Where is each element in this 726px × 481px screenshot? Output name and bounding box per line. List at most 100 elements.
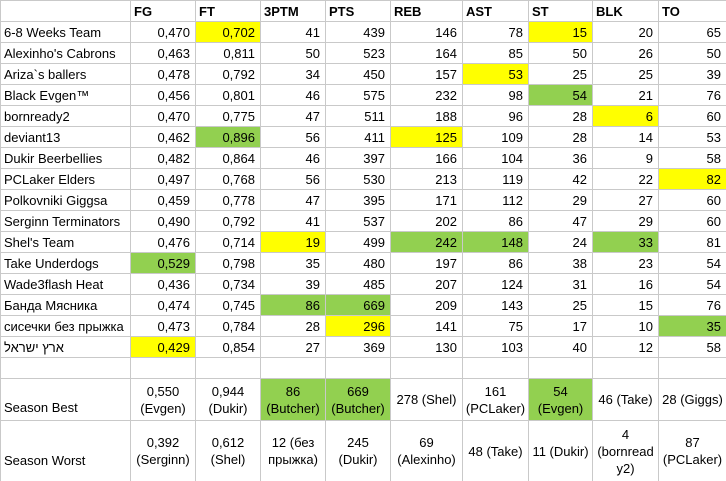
stat-cell[interactable]: 523	[325, 42, 391, 64]
stat-cell[interactable]: 450	[325, 63, 391, 85]
stat-cell[interactable]: 34	[260, 63, 326, 85]
stat-cell[interactable]: 85	[462, 42, 529, 64]
stat-cell[interactable]: 0,768	[195, 168, 261, 190]
stat-cell[interactable]: 47	[260, 189, 326, 211]
empty-cell[interactable]	[325, 357, 391, 379]
stat-cell[interactable]: 575	[325, 84, 391, 106]
stat-cell[interactable]: 0,470	[130, 21, 196, 43]
stat-cell[interactable]: 40	[528, 336, 593, 358]
empty-cell[interactable]	[528, 357, 593, 379]
stat-cell[interactable]: 0,702	[195, 21, 261, 43]
stat-cell[interactable]: 22	[592, 168, 659, 190]
stat-cell[interactable]: 0,478	[130, 63, 196, 85]
team-name-cell[interactable]: PCLaker Elders	[0, 168, 131, 190]
stat-cell[interactable]: 0,474	[130, 294, 196, 316]
season-worst-cell[interactable]: 87 (PCLaker)	[658, 420, 726, 481]
stat-cell[interactable]: 439	[325, 21, 391, 43]
stat-cell[interactable]: 46	[260, 147, 326, 169]
season-worst-cell[interactable]: 12 (без прыжка)	[260, 420, 326, 481]
stat-cell[interactable]: 33	[592, 231, 659, 253]
team-name-cell[interactable]: Serginn Terminators	[0, 210, 131, 232]
stat-cell[interactable]: 25	[528, 294, 593, 316]
stat-cell[interactable]: 20	[592, 21, 659, 43]
stat-cell[interactable]: 82	[658, 168, 726, 190]
stat-cell[interactable]: 56	[260, 126, 326, 148]
team-name-cell[interactable]: сисечки без прыжка	[0, 315, 131, 337]
stat-cell[interactable]: 0,745	[195, 294, 261, 316]
empty-cell[interactable]	[592, 357, 659, 379]
stat-cell[interactable]: 0,798	[195, 252, 261, 274]
stat-cell[interactable]: 296	[325, 315, 391, 337]
stat-cell[interactable]: 28	[528, 105, 593, 127]
header-cell-3ptm[interactable]: 3PTM	[260, 0, 326, 22]
stat-cell[interactable]: 29	[528, 189, 593, 211]
stat-cell[interactable]: 86	[462, 252, 529, 274]
stat-cell[interactable]: 188	[390, 105, 463, 127]
stat-cell[interactable]: 395	[325, 189, 391, 211]
stat-cell[interactable]: 12	[592, 336, 659, 358]
stat-cell[interactable]: 36	[528, 147, 593, 169]
stat-cell[interactable]: 397	[325, 147, 391, 169]
team-name-cell[interactable]: Take Underdogs	[0, 252, 131, 274]
empty-cell[interactable]	[0, 357, 131, 379]
header-cell-blk[interactable]: BLK	[592, 0, 659, 22]
stat-cell[interactable]: 171	[390, 189, 463, 211]
stat-cell[interactable]: 166	[390, 147, 463, 169]
header-cell-pts[interactable]: PTS	[325, 0, 391, 22]
stat-cell[interactable]: 0,784	[195, 315, 261, 337]
stat-cell[interactable]: 0,864	[195, 147, 261, 169]
stat-cell[interactable]: 31	[528, 273, 593, 295]
stat-cell[interactable]: 19	[260, 231, 326, 253]
stat-cell[interactable]: 54	[658, 252, 726, 274]
stat-cell[interactable]: 53	[462, 63, 529, 85]
stat-cell[interactable]: 0,429	[130, 336, 196, 358]
stat-cell[interactable]: 209	[390, 294, 463, 316]
stat-cell[interactable]: 0,463	[130, 42, 196, 64]
stat-cell[interactable]: 60	[658, 210, 726, 232]
header-cell-ast[interactable]: AST	[462, 0, 529, 22]
team-name-cell[interactable]: Alexinho's Cabrons	[0, 42, 131, 64]
stat-cell[interactable]: 56	[260, 168, 326, 190]
stat-cell[interactable]: 499	[325, 231, 391, 253]
stat-cell[interactable]: 0,734	[195, 273, 261, 295]
stat-cell[interactable]: 86	[260, 294, 326, 316]
stat-cell[interactable]: 9	[592, 147, 659, 169]
stat-cell[interactable]: 10	[592, 315, 659, 337]
stat-cell[interactable]: 242	[390, 231, 463, 253]
season-worst-cell[interactable]: 0,612 (Shel)	[195, 420, 261, 481]
stat-cell[interactable]: 157	[390, 63, 463, 85]
stat-cell[interactable]: 0,482	[130, 147, 196, 169]
stat-cell[interactable]: 76	[658, 84, 726, 106]
team-name-cell[interactable]: Банда Мясника	[0, 294, 131, 316]
stat-cell[interactable]: 232	[390, 84, 463, 106]
team-name-cell[interactable]: Shel's Team	[0, 231, 131, 253]
stat-cell[interactable]: 0,801	[195, 84, 261, 106]
stat-cell[interactable]: 41	[260, 210, 326, 232]
stat-cell[interactable]: 96	[462, 105, 529, 127]
season-worst-cell[interactable]: 48 (Take)	[462, 420, 529, 481]
stat-cell[interactable]: 0,497	[130, 168, 196, 190]
team-name-cell[interactable]: Polkovniki Giggsa	[0, 189, 131, 211]
stat-cell[interactable]: 23	[592, 252, 659, 274]
stat-cell[interactable]: 485	[325, 273, 391, 295]
stat-cell[interactable]: 29	[592, 210, 659, 232]
stat-cell[interactable]: 28	[260, 315, 326, 337]
stat-cell[interactable]: 46	[260, 84, 326, 106]
stat-cell[interactable]: 0,476	[130, 231, 196, 253]
team-name-cell[interactable]: Ariza`s ballers	[0, 63, 131, 85]
season-best-cell[interactable]: 54 (Evgen)	[528, 378, 593, 421]
stat-cell[interactable]: 411	[325, 126, 391, 148]
stat-cell[interactable]: 0,490	[130, 210, 196, 232]
stat-cell[interactable]: 124	[462, 273, 529, 295]
stat-cell[interactable]: 125	[390, 126, 463, 148]
stat-cell[interactable]: 213	[390, 168, 463, 190]
stat-cell[interactable]: 130	[390, 336, 463, 358]
season-best-cell[interactable]: 0,944 (Dukir)	[195, 378, 261, 421]
stat-cell[interactable]: 24	[528, 231, 593, 253]
stat-cell[interactable]: 17	[528, 315, 593, 337]
header-cell-to[interactable]: TO	[658, 0, 726, 22]
stat-cell[interactable]: 143	[462, 294, 529, 316]
stat-cell[interactable]: 27	[260, 336, 326, 358]
stat-cell[interactable]: 0,462	[130, 126, 196, 148]
team-name-cell[interactable]: Black Evgen™	[0, 84, 131, 106]
